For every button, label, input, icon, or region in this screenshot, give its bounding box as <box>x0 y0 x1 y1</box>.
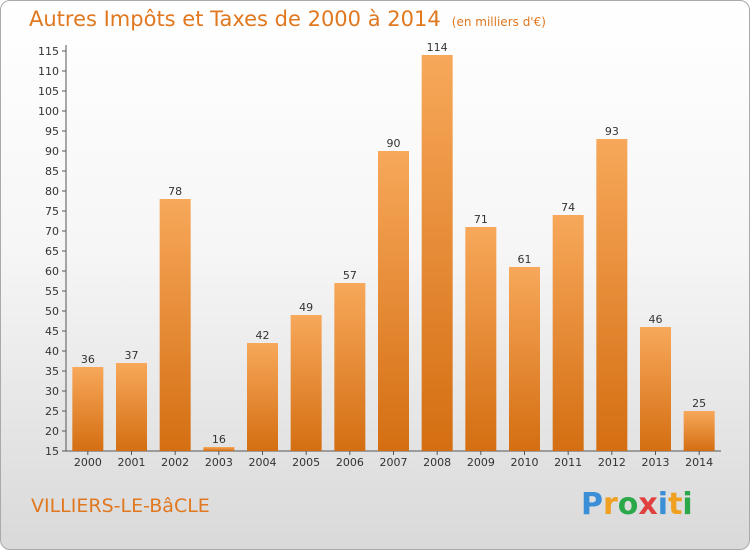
commune-name: VILLIERS-LE-BâCLE <box>31 495 210 517</box>
bar-value-label: 74 <box>561 201 575 214</box>
bar-value-label: 93 <box>605 125 619 138</box>
bar-value-label: 90 <box>387 137 401 150</box>
x-tick-label: 2001 <box>118 456 146 469</box>
y-tick-label: 95 <box>45 125 59 138</box>
x-tick-label: 2003 <box>205 456 233 469</box>
y-tick-label: 115 <box>38 45 59 58</box>
y-tick-label: 65 <box>45 245 59 258</box>
brand-letter: o <box>617 487 639 522</box>
bar <box>509 267 540 451</box>
x-tick-label: 2004 <box>249 456 277 469</box>
y-tick-label: 55 <box>45 285 59 298</box>
bar <box>290 315 322 451</box>
y-tick-label: 110 <box>38 65 59 78</box>
y-tick-label: 45 <box>45 325 59 338</box>
bar <box>465 227 497 451</box>
y-tick-label: 25 <box>45 405 59 418</box>
brand-letter: i <box>657 487 669 522</box>
y-tick-label: 35 <box>45 365 59 378</box>
bar-value-label: 57 <box>343 269 357 282</box>
bar-value-label: 37 <box>125 349 139 362</box>
y-tick-label: 20 <box>45 425 59 438</box>
y-tick-label: 40 <box>45 345 59 358</box>
x-tick-label: 2009 <box>467 456 495 469</box>
brand-letter: t <box>668 487 683 522</box>
x-tick-label: 2012 <box>598 456 626 469</box>
bar-value-label: 46 <box>649 313 663 326</box>
x-tick-label: 2010 <box>511 456 539 469</box>
x-tick-label: 2007 <box>380 456 408 469</box>
brand-letter: i <box>682 487 693 522</box>
bar <box>116 363 147 451</box>
x-tick-label: 2000 <box>74 456 102 469</box>
y-tick-label: 85 <box>45 165 59 178</box>
bar-value-label: 42 <box>256 329 270 342</box>
y-tick-label: 105 <box>38 85 59 98</box>
bar-value-label: 49 <box>299 301 313 314</box>
y-tick-label: 70 <box>45 225 59 238</box>
bar-value-label: 78 <box>168 185 182 198</box>
bar-value-label: 114 <box>427 41 448 54</box>
bar <box>334 283 366 451</box>
bar <box>640 327 671 451</box>
x-tick-label: 2013 <box>642 456 670 469</box>
brand-letter: P <box>581 487 603 522</box>
y-tick-label: 75 <box>45 205 59 218</box>
bar <box>596 139 628 451</box>
y-tick-label: 90 <box>45 145 59 158</box>
bar-value-label: 71 <box>474 213 488 226</box>
y-tick-label: 50 <box>45 305 59 318</box>
bar-value-label: 25 <box>692 397 706 410</box>
y-tick-label: 80 <box>45 185 59 198</box>
y-tick-label: 30 <box>45 385 59 398</box>
x-tick-label: 2002 <box>161 456 189 469</box>
bar <box>247 343 278 451</box>
bar <box>683 411 715 451</box>
bar <box>421 55 453 451</box>
bar <box>159 199 191 451</box>
y-tick-label: 15 <box>45 445 59 458</box>
bar <box>552 215 584 451</box>
bar-value-label: 61 <box>518 253 532 266</box>
x-tick-label: 2014 <box>685 456 713 469</box>
x-tick-label: 2005 <box>292 456 320 469</box>
title-block: Autres Impôts et Taxes de 2000 à 2014 (e… <box>29 7 546 31</box>
y-tick-label: 60 <box>45 265 59 278</box>
brand-logo: Proxiti <box>581 487 693 522</box>
bar-value-label: 16 <box>212 433 226 446</box>
bar <box>378 151 409 451</box>
chart-unit-label: (en milliers d'€) <box>451 15 546 29</box>
brand-letter: x <box>638 487 658 522</box>
chart-title: Autres Impôts et Taxes de 2000 à 2014 <box>29 7 441 31</box>
bar-value-label: 36 <box>81 353 95 366</box>
y-tick-label: 100 <box>38 105 59 118</box>
brand-letter: r <box>603 487 618 522</box>
bar <box>203 447 235 451</box>
x-tick-label: 2006 <box>336 456 364 469</box>
x-tick-label: 2011 <box>554 456 582 469</box>
x-tick-label: 2008 <box>423 456 451 469</box>
bar <box>72 367 104 451</box>
